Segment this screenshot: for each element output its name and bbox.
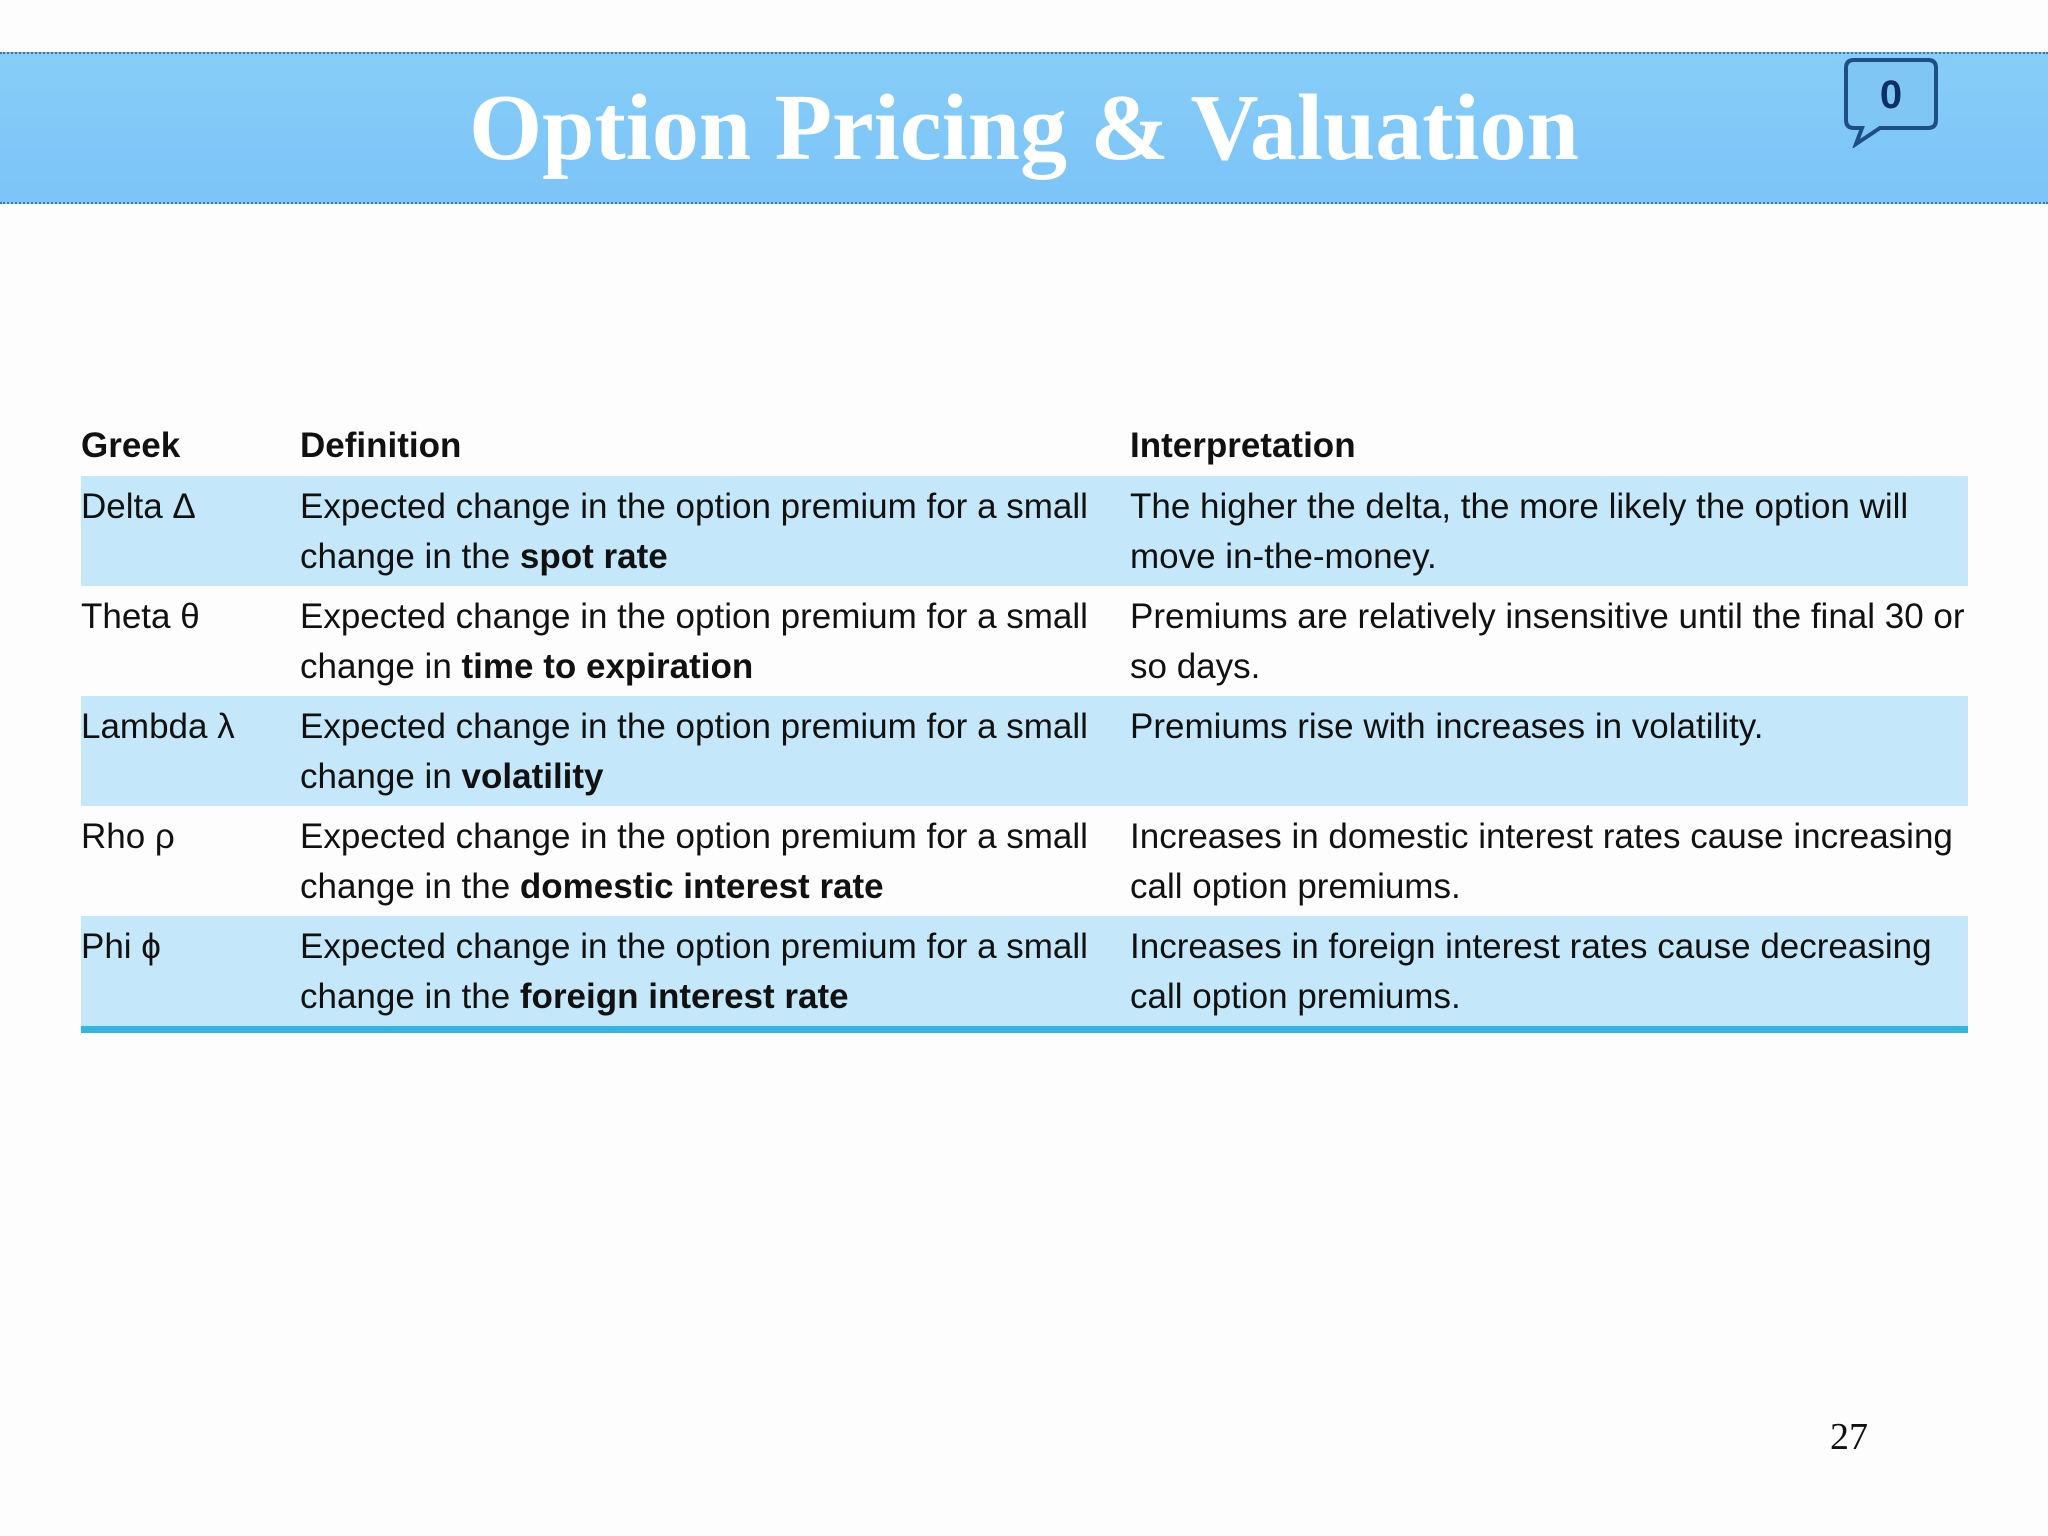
table-body: Delta Δ Expected change in the option pre… <box>81 476 1968 1033</box>
slide-title: Option Pricing & Valuation <box>469 76 1579 180</box>
definition-text: Expected change in the option premium fo… <box>300 707 1088 796</box>
definition-text: Expected change in the option premium fo… <box>300 927 1088 1016</box>
table-row: Phi ϕ Expected change in the option premi… <box>81 916 1968 1033</box>
interpretation-cell: Increases in domestic interest rates cau… <box>1130 817 1953 906</box>
definition-emphasis: spot rate <box>519 537 668 576</box>
definition-emphasis: time to expiration <box>461 647 754 686</box>
definition-cell: Expected change in the option premium fo… <box>300 586 1130 696</box>
definition-cell: Expected change in the option premium fo… <box>300 806 1130 916</box>
interpretation-cell: Premiums are relatively insensitive unti… <box>1130 597 1965 686</box>
greek-cell: Delta Δ <box>81 476 300 586</box>
greek-cell: Lambda λ <box>81 696 300 806</box>
page-number: 27 <box>1830 1416 1868 1458</box>
column-header: Greek <box>81 426 181 465</box>
greek-cell: Theta θ <box>81 597 200 636</box>
comment-badge[interactable]: 0 <box>1844 56 1940 148</box>
table-row: Delta Δ Expected change in the option pre… <box>81 476 1968 586</box>
badge-count: 0 <box>1880 73 1902 117</box>
greek-cell: Phi ϕ <box>81 916 300 1033</box>
header-row: Greek Definition Interpretation <box>81 420 1968 476</box>
definition-cell: Expected change in the option premium fo… <box>300 916 1130 1033</box>
interpretation-cell: The higher the delta, the more likely th… <box>1130 476 1968 586</box>
definition-cell: Expected change in the option premium fo… <box>300 696 1130 806</box>
definition-emphasis: foreign interest rate <box>519 977 849 1016</box>
definition-emphasis: domestic interest rate <box>519 867 884 906</box>
definition-text: Expected change in the option premium fo… <box>300 817 1088 906</box>
badge-bubble <box>1844 58 1938 148</box>
table-row: Rho ρ Expected change in the option premi… <box>81 806 1968 916</box>
column-header: Definition <box>300 426 462 465</box>
interpretation-cell: Increases in foreign interest rates caus… <box>1130 916 1968 1033</box>
interpretation-cell: Premiums rise with increases in volatili… <box>1130 696 1968 806</box>
definition-emphasis: volatility <box>461 757 604 796</box>
header-band <box>0 52 2048 204</box>
definition-text: Expected change in the option premium fo… <box>300 597 1088 686</box>
greek-cell: Rho ρ <box>81 817 175 856</box>
table-head: Greek Definition Interpretation <box>81 420 1968 476</box>
table-row: Lambda λ Expected change in the option pr… <box>81 696 1968 806</box>
definition-text: Expected change in the option premium fo… <box>300 487 1088 576</box>
greeks-table: Greek Definition Interpretation Delta Δ Exp… <box>81 420 1968 1033</box>
definition-cell: Expected change in the option premium fo… <box>300 476 1130 586</box>
column-header: Interpretation <box>1130 426 1356 465</box>
table-row: Theta θ Expected change in the option pre… <box>81 586 1968 696</box>
